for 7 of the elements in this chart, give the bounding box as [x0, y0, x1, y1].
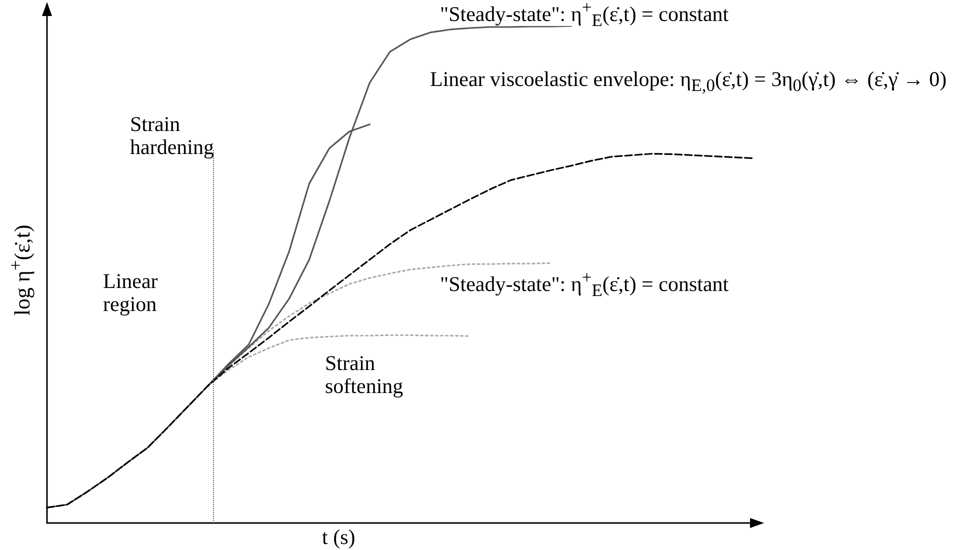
x-axis-title: t (s)	[322, 525, 356, 550]
annotation: Strain hardening	[130, 112, 215, 160]
annotation: Strain softening	[325, 351, 404, 398]
annotation: "Steady-state": η$^{+}$$_{E}$(ε̇,t) = constant	[440, 0, 729, 30]
annotation: Linear region	[103, 269, 159, 316]
annotation: "Steady-state": η$^{+}$$_{E}$(ε̇,t) = constant	[440, 267, 729, 300]
annotation: Linear viscoelastic envelope: η$_{E,0}$(ε̇,t) = 3η$_{0}$(γ̇,t) ⇔ (ε̇,γ̇ → 0)	[430, 67, 947, 96]
